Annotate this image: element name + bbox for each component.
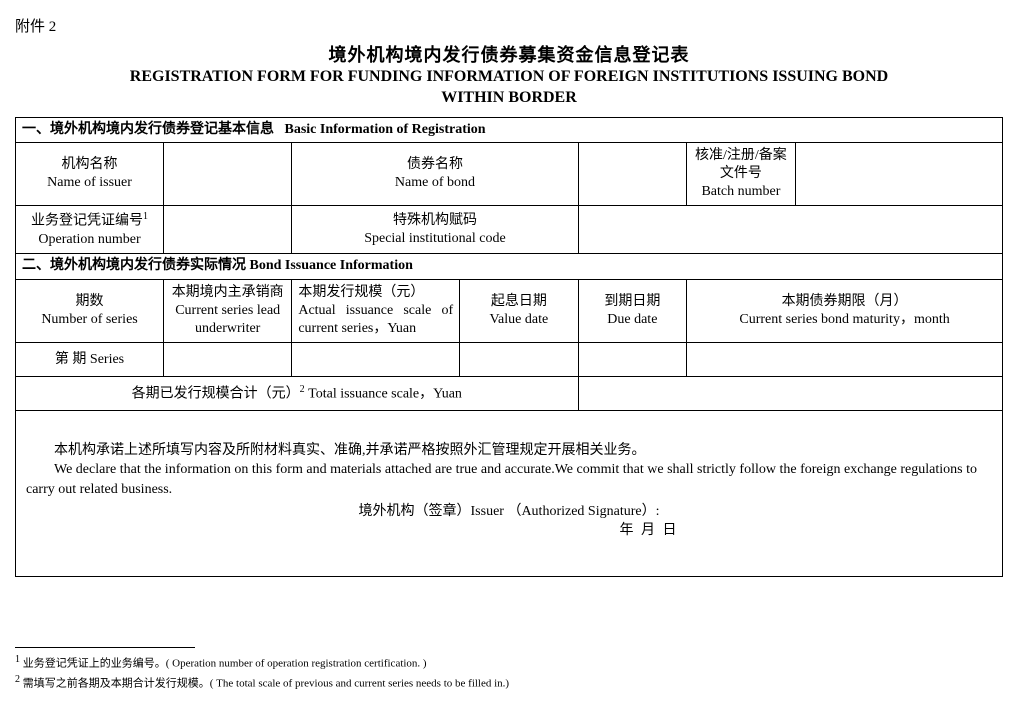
section2-header: 二、境外机构境内发行债券实际情况 Bond Issuance Informati… bbox=[16, 254, 1003, 279]
underwriter-cell bbox=[164, 343, 292, 377]
section2-header-en: Bond Issuance Information bbox=[250, 258, 413, 273]
maturity-zh: 本期债券期限（月） bbox=[693, 293, 996, 311]
issuer-name-en: Name of issuer bbox=[22, 174, 157, 192]
series-cell: 第 期 Series bbox=[16, 343, 164, 377]
section1-header-zh: 一、境外机构境内发行债券登记基本信息 bbox=[22, 122, 274, 137]
special-code-label: 特殊机构赋码 Special institutional code bbox=[292, 206, 578, 254]
operation-number-zh: 业务登记凭证编号1 bbox=[22, 210, 157, 231]
title-en-2: WITHIN BORDER bbox=[15, 88, 1003, 109]
bond-name-value bbox=[578, 142, 687, 206]
value-date-cell bbox=[460, 343, 578, 377]
underwriter-label: 本期境内主承销商 Current series lead underwriter bbox=[164, 279, 292, 343]
total-scale-en: Total issuance scale，Yuan bbox=[305, 387, 462, 402]
issuance-scale-label: 本期发行规模（元） Actual issuance scale of curre… bbox=[292, 279, 460, 343]
maturity-cell bbox=[687, 343, 1003, 377]
maturity-label: 本期债券期限（月） Current series bond maturity，m… bbox=[687, 279, 1003, 343]
due-date-cell bbox=[578, 343, 687, 377]
footnote-rule bbox=[15, 647, 195, 648]
issuance-scale-zh: 本期发行规模（元） bbox=[298, 284, 453, 302]
attachment-label: 附件 2 bbox=[15, 15, 1003, 36]
value-date-en: Value date bbox=[466, 311, 571, 329]
section1-header: 一、境外机构境内发行债券登记基本信息 Basic Information of … bbox=[16, 117, 1003, 142]
declaration-zh: 本机构承诺上述所填写内容及所附材料真实、准确,并承诺严格按照外汇管理规定开展相关… bbox=[26, 441, 992, 461]
value-date-label: 起息日期 Value date bbox=[460, 279, 578, 343]
issuer-name-label: 机构名称 Name of issuer bbox=[16, 142, 164, 206]
special-code-zh: 特殊机构赋码 bbox=[298, 212, 571, 230]
total-scale-zh: 各期已发行规模合计（元） bbox=[132, 387, 300, 402]
title-block: 境外机构境内发行债券募集资金信息登记表 REGISTRATION FORM FO… bbox=[15, 41, 1003, 109]
batch-number-label: 核准/注册/备案文件号 Batch number bbox=[687, 142, 796, 206]
special-code-en: Special institutional code bbox=[298, 230, 571, 248]
title-en-1: REGISTRATION FORM FOR FUNDING INFORMATIO… bbox=[15, 67, 1003, 88]
section2-header-zh: 二、境外机构境内发行债券实际情况 bbox=[22, 258, 246, 273]
bond-name-label: 债券名称 Name of bond bbox=[292, 142, 578, 206]
bond-name-zh: 债券名称 bbox=[298, 156, 571, 174]
total-scale-label: 各期已发行规模合计（元）2 Total issuance scale，Yuan bbox=[16, 377, 579, 411]
value-date-zh: 起息日期 bbox=[466, 293, 571, 311]
series-number-en: Number of series bbox=[22, 311, 157, 329]
issuance-scale-en: Actual issuance scale of current series，… bbox=[298, 302, 453, 338]
registration-table: 一、境外机构境内发行债券登记基本信息 Basic Information of … bbox=[15, 117, 1003, 577]
issuer-name-zh: 机构名称 bbox=[22, 156, 157, 174]
batch-number-en: Batch number bbox=[693, 183, 789, 201]
operation-number-value bbox=[164, 206, 292, 254]
bond-name-en: Name of bond bbox=[298, 174, 571, 192]
footnote-2: 2 需填写之前各期及本期合计发行规模。( The total scale of … bbox=[15, 672, 1003, 692]
underwriter-zh: 本期境内主承销商 bbox=[170, 284, 285, 302]
title-zh: 境外机构境内发行债券募集资金信息登记表 bbox=[15, 41, 1003, 67]
footnote-1-text: 业务登记凭证上的业务编号。( Operation number of opera… bbox=[20, 657, 427, 669]
operation-number-en: Operation number bbox=[22, 231, 157, 249]
signature-line: 境外机构（签章）Issuer （Authorized Signature）: bbox=[26, 502, 992, 522]
scale-cell bbox=[292, 343, 460, 377]
section1-header-en: Basic Information of Registration bbox=[285, 122, 486, 137]
series-number-zh: 期数 bbox=[22, 293, 157, 311]
maturity-en: Current series bond maturity，month bbox=[693, 311, 996, 329]
total-scale-value bbox=[578, 377, 1002, 411]
series-number-label: 期数 Number of series bbox=[16, 279, 164, 343]
special-code-value bbox=[578, 206, 1002, 254]
issuer-name-value bbox=[164, 142, 292, 206]
due-date-en: Due date bbox=[585, 311, 681, 329]
batch-number-value bbox=[795, 142, 1002, 206]
operation-number-label: 业务登记凭证编号1 Operation number bbox=[16, 206, 164, 254]
batch-number-zh: 核准/注册/备案文件号 bbox=[693, 147, 789, 183]
footnote-2-text: 需填写之前各期及本期合计发行规模。( The total scale of pr… bbox=[20, 678, 509, 690]
date-line: 年 月 日 bbox=[26, 521, 992, 541]
due-date-zh: 到期日期 bbox=[585, 293, 681, 311]
footnote-1: 1 业务登记凭证上的业务编号。( Operation number of ope… bbox=[15, 652, 1003, 672]
due-date-label: 到期日期 Due date bbox=[578, 279, 687, 343]
declaration-en: We declare that the information on this … bbox=[26, 460, 992, 499]
declaration-cell: 本机构承诺上述所填写内容及所附材料真实、准确,并承诺严格按照外汇管理规定开展相关… bbox=[16, 411, 1003, 577]
underwriter-en: Current series lead underwriter bbox=[170, 302, 285, 338]
